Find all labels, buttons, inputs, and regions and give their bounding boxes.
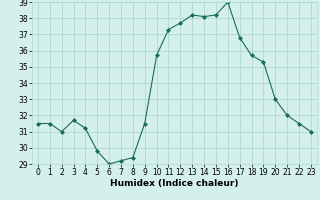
- X-axis label: Humidex (Indice chaleur): Humidex (Indice chaleur): [110, 179, 239, 188]
